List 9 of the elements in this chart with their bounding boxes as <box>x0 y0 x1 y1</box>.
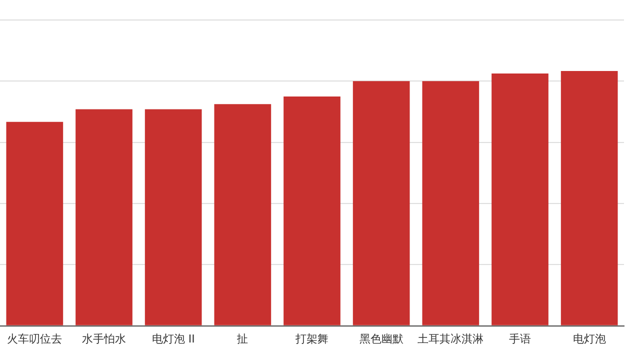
x-tick-label: 土耳其冰淇淋 <box>418 332 484 346</box>
x-tick-label: 打架舞 <box>294 332 328 346</box>
x-tick-label: 电灯泡 II <box>152 332 195 346</box>
x-tick-label: 火车叨位去 <box>7 332 62 346</box>
x-tick-label: 电灯泡 <box>572 332 606 346</box>
x-tick-label: 扯 <box>236 332 248 346</box>
x-tick-label: 手语 <box>509 332 531 346</box>
x-tick-label: 水手怕水 <box>82 332 126 346</box>
x-tick-label: 黑色幽默 <box>359 332 404 346</box>
